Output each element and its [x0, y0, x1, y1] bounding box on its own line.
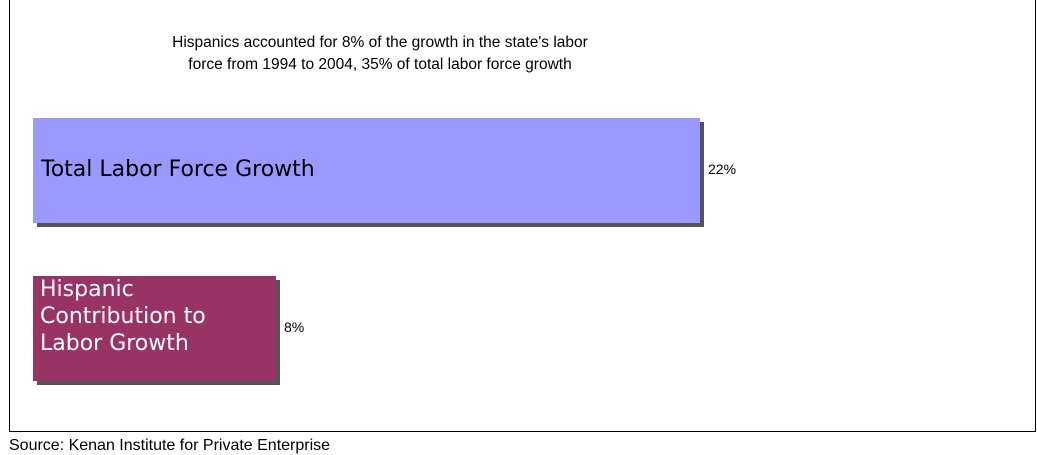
chart-title: Hispanics accounted for 8% of the growth… — [172, 34, 588, 73]
bar-category-label: Hispanic Contribution to Labor Growth — [40, 277, 206, 356]
source-note: Source: Kenan Institute for Private Ente… — [9, 437, 331, 454]
bar: Total Labor Force Growth — [33, 118, 700, 223]
bar-category-label: Total Labor Force Growth — [41, 157, 315, 182]
bar-value-label: 22% — [708, 160, 737, 177]
bar: Hispanic Contribution to Labor Growth — [33, 276, 276, 381]
chart-frame: Hispanics accounted for 8% of the growth… — [9, 0, 1036, 432]
bar-value-label: 8% — [284, 318, 305, 335]
